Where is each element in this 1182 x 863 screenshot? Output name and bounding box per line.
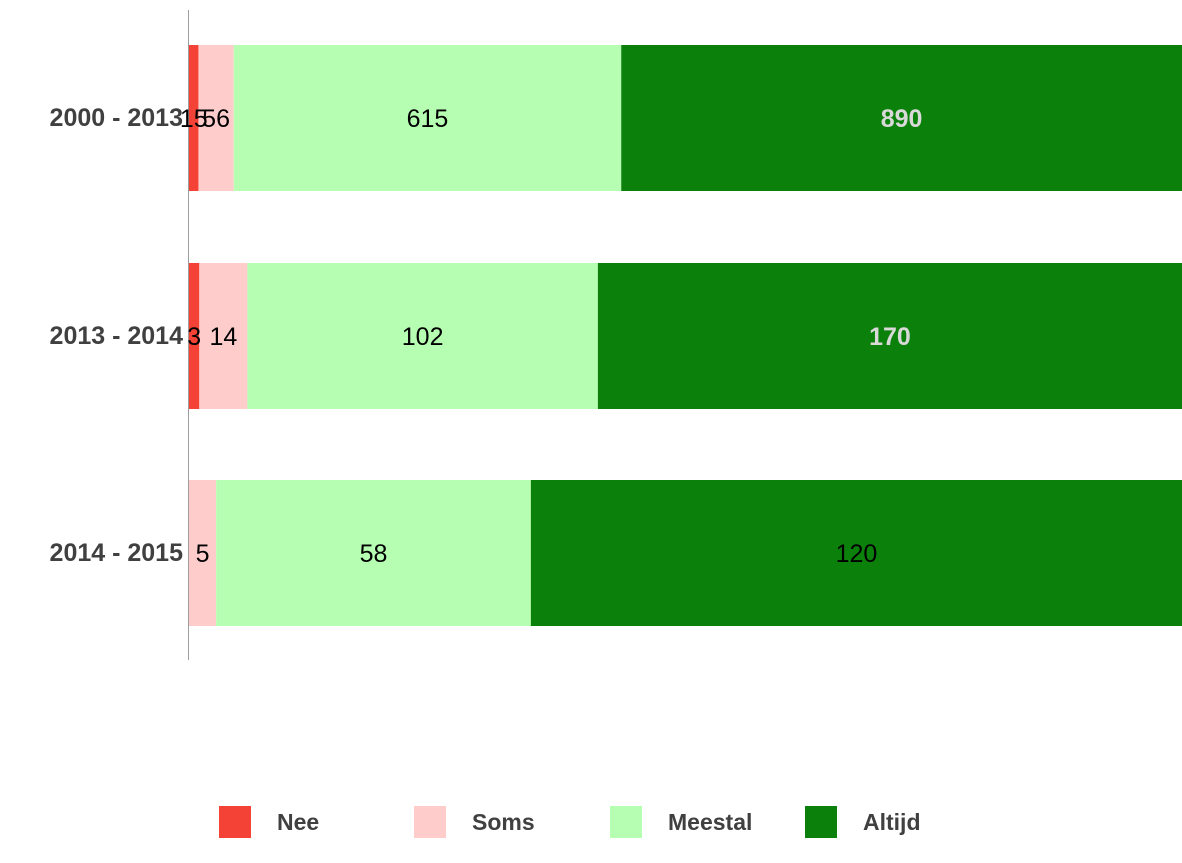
bar-meestal-2013-2014[interactable]	[247, 263, 598, 409]
bar-soms-2014-2015[interactable]	[189, 480, 217, 626]
legend-label-altijd: Altijd	[863, 808, 921, 835]
data-label-soms-2013-2014: 14	[209, 323, 237, 351]
data-label-altijd-2000-2013: 890	[881, 105, 923, 133]
legend-item-altijd[interactable]: Altijd	[805, 802, 921, 842]
bar-meestal-2000-2013[interactable]	[233, 45, 622, 191]
data-label-soms-2000-2013: 56	[202, 105, 230, 133]
data-label-nee-2013-2014: 3	[187, 323, 201, 351]
bar-soms-2000-2013[interactable]	[198, 45, 234, 191]
legend-swatch-altijd	[805, 806, 837, 838]
bar-nee-2000-2013[interactable]	[189, 45, 199, 191]
data-label-altijd-2014-2015: 120	[836, 540, 878, 568]
data-label-meestal-2000-2013: 615	[407, 105, 449, 133]
legend-item-nee[interactable]: Nee	[219, 802, 319, 842]
data-label-meestal-2013-2014: 102	[402, 323, 444, 351]
legend-label-meestal: Meestal	[668, 808, 753, 835]
bar-nee-2013-2014[interactable]	[189, 263, 200, 409]
legend-swatch-nee	[219, 806, 251, 838]
bar-meestal-2014-2015[interactable]	[216, 480, 531, 626]
data-label-meestal-2014-2015: 58	[360, 540, 388, 568]
legend-swatch-meestal	[610, 806, 642, 838]
legend-label-nee: Nee	[277, 808, 320, 835]
data-label-altijd-2013-2014: 170	[869, 323, 911, 351]
data-label-nee-2000-2013: 15	[180, 105, 208, 133]
bar-soms-2013-2014[interactable]	[199, 263, 248, 409]
bar-altijd-2000-2013[interactable]	[621, 45, 1182, 191]
legend-item-soms[interactable]: Soms	[414, 802, 535, 842]
category-label-2013-2014: 2013 - 2014	[50, 322, 184, 350]
bar-altijd-2013-2014[interactable]	[597, 263, 1182, 409]
category-label-2000-2013: 2000 - 2013	[50, 104, 183, 132]
legend-swatch-soms	[414, 806, 446, 838]
category-label-2014-2015: 2014 - 2015	[50, 539, 184, 567]
legend-item-meestal[interactable]: Meestal	[610, 802, 752, 842]
legend-label-soms: Soms	[472, 808, 535, 835]
data-label-soms-2014-2015: 5	[196, 540, 210, 568]
legend: Nee Soms Meestal Altijd	[0, 802, 1182, 842]
bar-altijd-2014-2015[interactable]	[530, 480, 1182, 626]
